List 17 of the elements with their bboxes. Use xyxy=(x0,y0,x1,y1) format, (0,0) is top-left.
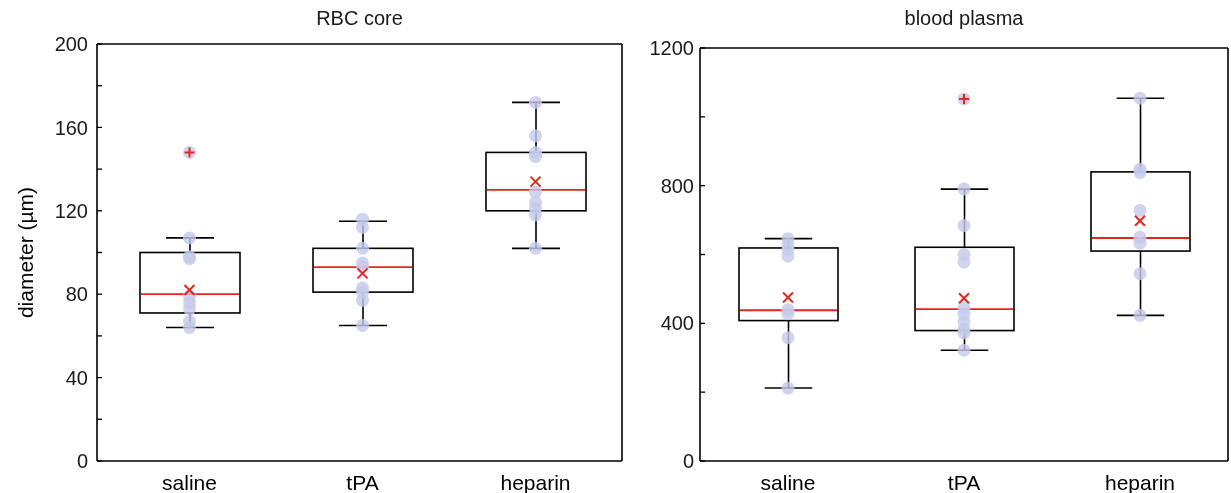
y-tick-label: 200 xyxy=(54,33,88,56)
y-tick-label: 0 xyxy=(76,450,88,473)
y-tick-label: 400 xyxy=(660,312,694,335)
y-tick-label: 800 xyxy=(660,174,694,197)
chart-title: RBC core xyxy=(315,6,404,30)
y-tick-label: 1200 xyxy=(649,37,694,60)
x-tick-label: tPA xyxy=(947,470,981,493)
x-tick-label: saline xyxy=(760,470,816,493)
y-tick-label: 0 xyxy=(682,450,694,473)
y-tick-label: 160 xyxy=(54,116,88,139)
chart-title: blood plasma xyxy=(903,6,1025,30)
x-tick-label: tPA xyxy=(346,470,379,493)
y-tick-label: 40 xyxy=(65,366,88,389)
y-axis-title: diameter (µm) xyxy=(13,186,37,319)
y-tick-label: 120 xyxy=(54,199,88,222)
x-tick-label: saline xyxy=(162,470,217,493)
y-tick-label: 80 xyxy=(65,283,88,306)
